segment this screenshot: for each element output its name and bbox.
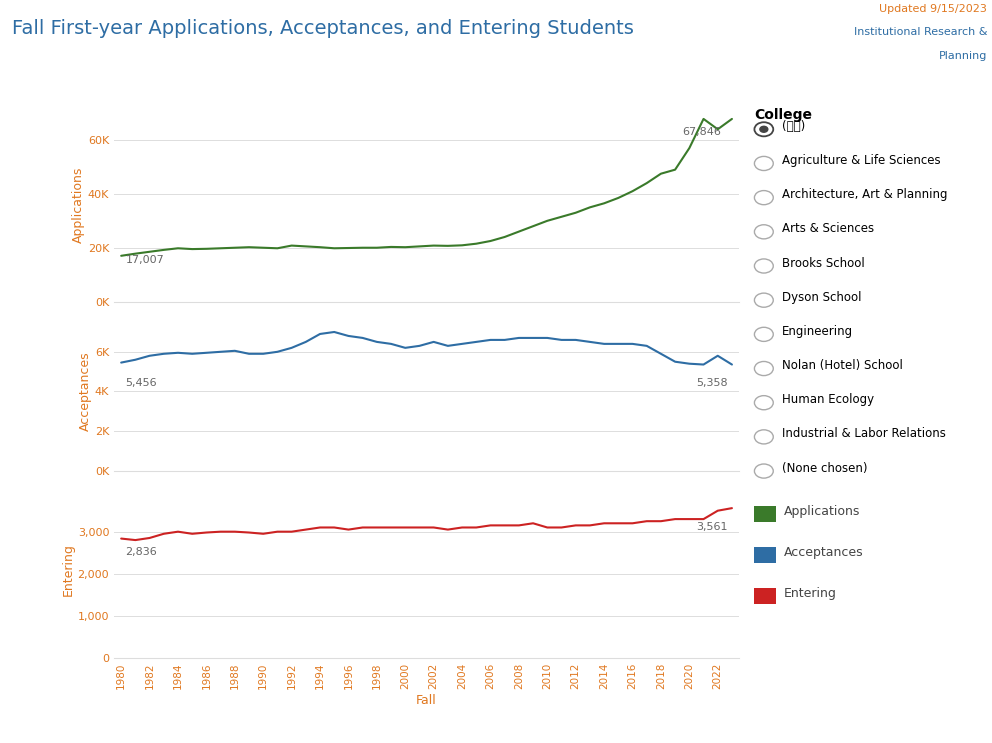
- Text: Industrial & Labor Relations: Industrial & Labor Relations: [782, 427, 945, 441]
- Y-axis label: Entering: Entering: [62, 543, 74, 596]
- Text: Brooks School: Brooks School: [782, 256, 864, 270]
- Y-axis label: Applications: Applications: [72, 166, 85, 243]
- Text: College: College: [754, 108, 811, 122]
- Text: Agriculture & Life Sciences: Agriculture & Life Sciences: [782, 154, 940, 167]
- Text: 17,007: 17,007: [125, 255, 165, 265]
- X-axis label: Fall: Fall: [417, 695, 436, 707]
- Text: Planning: Planning: [938, 51, 987, 60]
- Text: (全部): (全部): [782, 120, 805, 133]
- Text: Engineering: Engineering: [782, 325, 853, 338]
- Text: Architecture, Art & Planning: Architecture, Art & Planning: [782, 188, 947, 201]
- Text: 2,836: 2,836: [125, 547, 157, 557]
- Y-axis label: Acceptances: Acceptances: [79, 351, 92, 431]
- Text: 67,846: 67,846: [682, 126, 721, 137]
- Text: Nolan (Hotel) School: Nolan (Hotel) School: [782, 359, 903, 372]
- Text: Acceptances: Acceptances: [784, 546, 863, 559]
- Text: 5,456: 5,456: [125, 377, 157, 388]
- Text: Human Ecology: Human Ecology: [782, 393, 874, 406]
- Text: 3,561: 3,561: [696, 522, 728, 531]
- Text: Dyson School: Dyson School: [782, 291, 861, 304]
- Text: Fall First-year Applications, Acceptances, and Entering Students: Fall First-year Applications, Acceptance…: [12, 19, 634, 38]
- Text: Arts & Sciences: Arts & Sciences: [782, 222, 874, 236]
- Text: Updated 9/15/2023: Updated 9/15/2023: [879, 4, 987, 13]
- Text: Applications: Applications: [784, 505, 860, 519]
- Text: Institutional Research &: Institutional Research &: [853, 27, 987, 37]
- Text: Entering: Entering: [784, 587, 836, 600]
- Text: 5,358: 5,358: [696, 377, 728, 388]
- Text: (None chosen): (None chosen): [782, 461, 867, 475]
